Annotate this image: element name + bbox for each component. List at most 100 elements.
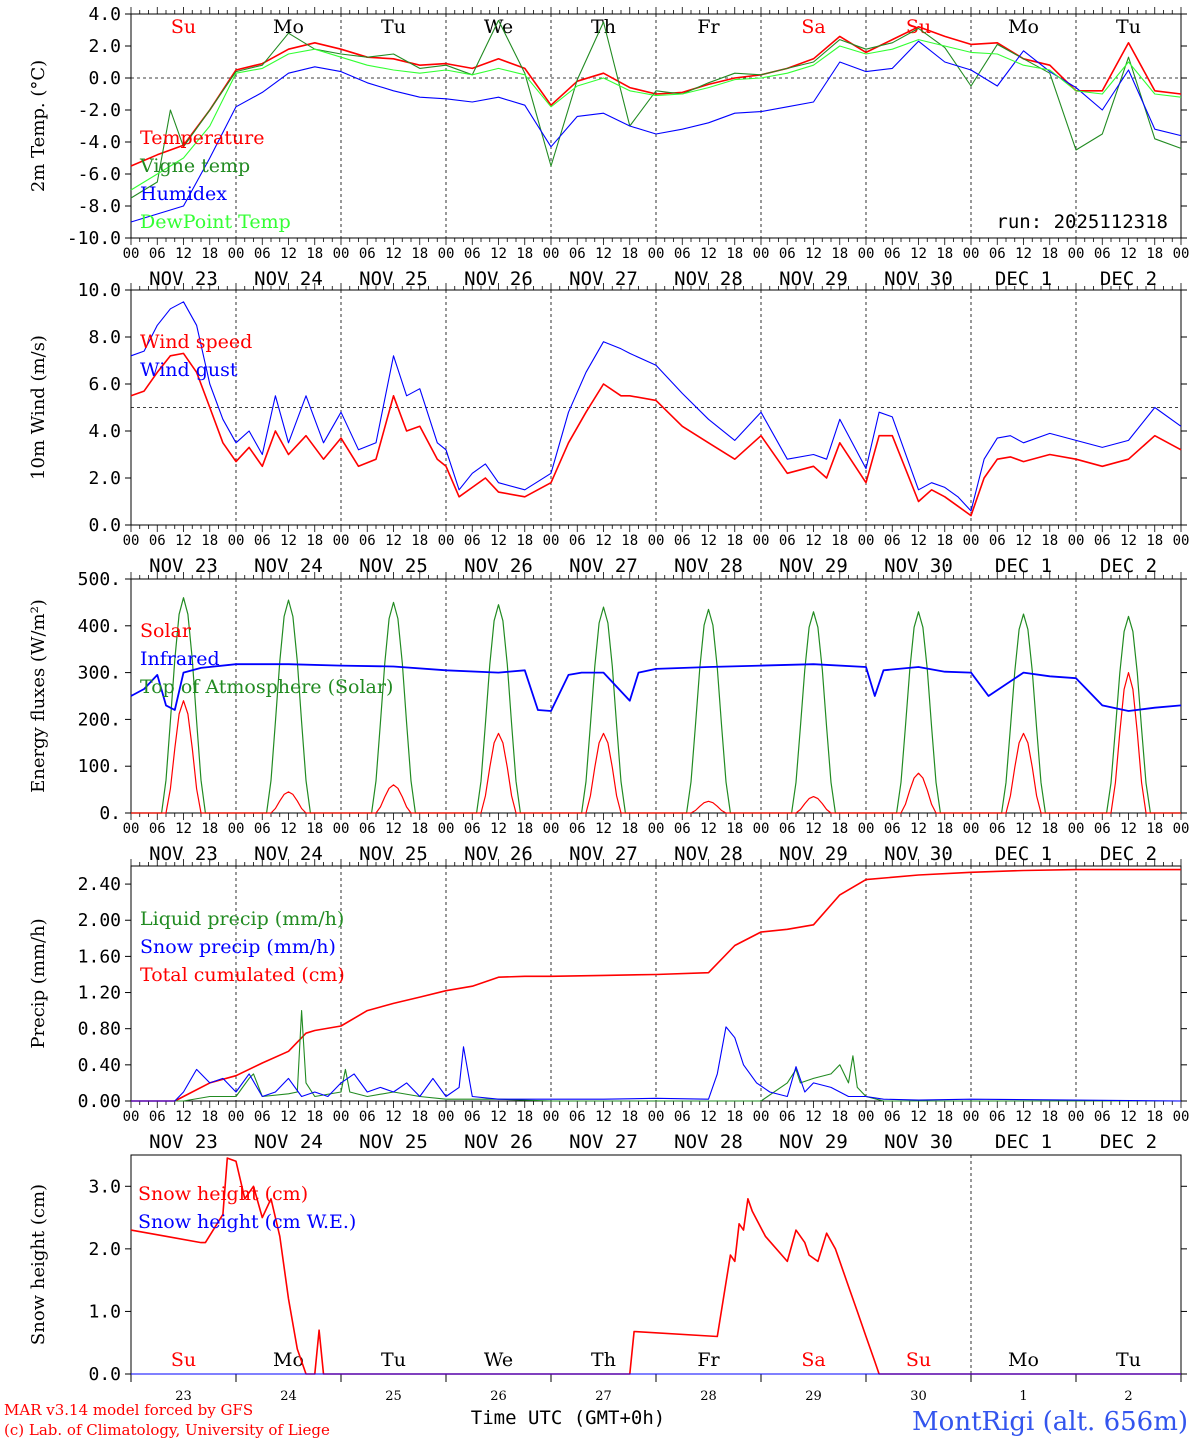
x-hour-label: 00 <box>648 821 665 837</box>
x-day-label: NOV 23 <box>149 1131 218 1153</box>
x-hour-label: 00 <box>333 246 350 262</box>
x-hour-label: 12 <box>1120 246 1137 262</box>
x-day-number: 30 <box>910 1389 927 1404</box>
x-day-number: 27 <box>595 1389 612 1404</box>
x-day-label: NOV 30 <box>884 555 953 577</box>
x-hour-label: 18 <box>726 533 743 549</box>
series-infrared <box>130 663 1182 712</box>
x-hour-label: 06 <box>1094 533 1111 549</box>
x-hour-label: 06 <box>359 1109 376 1125</box>
x-hour-label: 12 <box>1120 533 1137 549</box>
x-hour-label: 06 <box>989 246 1006 262</box>
x-hour-label: 00 <box>1173 246 1190 262</box>
x-hour-label: 18 <box>936 1109 953 1125</box>
x-hour-label: 18 <box>621 821 638 837</box>
x-day-label: NOV 30 <box>884 843 953 865</box>
x-hour-label: 00 <box>963 246 980 262</box>
panel-wind: 10.0 8.0 6.0 4.0 2.0 0.0 10m Wind (m/s) 00 06 12 1… <box>28 280 1189 577</box>
legend-entry: Temperature <box>140 127 264 149</box>
x-hour-label: 00 <box>858 533 875 549</box>
y-tick-label: 1.60 <box>78 946 121 967</box>
x-hour-label: 00 <box>123 246 140 262</box>
panel-temp: 4.0 2.0 0.0 -2.0 -4.0 -6.0 -8.0 -10.0 2m Temp. (… <box>28 4 1189 290</box>
x-hour-label: 18 <box>831 246 848 262</box>
x-hour-label: 06 <box>779 1109 796 1125</box>
x-hour-label: 06 <box>884 821 901 837</box>
x-day-label: NOV 27 <box>569 555 638 577</box>
weekday-label: Su <box>171 16 196 38</box>
x-hour-label: 00 <box>1068 533 1085 549</box>
x-day-label: DEC 1 <box>995 268 1052 290</box>
x-day-label: NOV 27 <box>569 843 638 865</box>
weekday-label: Mo <box>273 16 304 38</box>
weekday-label: Tu <box>381 16 406 38</box>
weekday-label: Sa <box>801 1349 825 1371</box>
y-tick-label: -4.0 <box>78 132 121 153</box>
weekday-label: Fr <box>697 16 720 38</box>
x-day-number: 25 <box>385 1389 402 1404</box>
y-tick-label: 300. <box>78 663 121 684</box>
weekday-label: Tu <box>1116 16 1141 38</box>
weekday-label: We <box>484 16 513 38</box>
x-hour-label: 12 <box>1120 821 1137 837</box>
x-hour-label: 06 <box>254 821 271 837</box>
x-hour-label: 06 <box>464 246 481 262</box>
y-tick-label: 100. <box>78 756 121 777</box>
legend-entry: Snow precip (mm/h) <box>140 936 336 958</box>
x-hour-label: 00 <box>1173 1109 1190 1125</box>
x-hour-label: 06 <box>779 821 796 837</box>
plot-frame <box>130 13 1182 239</box>
weekday-label: Th <box>591 1349 616 1371</box>
x-hour-label: 12 <box>910 246 927 262</box>
x-hour-label: 06 <box>359 533 376 549</box>
x-day-label: NOV 23 <box>149 843 218 865</box>
x-hour-label: 06 <box>254 246 271 262</box>
x-hour-label: 12 <box>490 246 507 262</box>
x-hour-label: 00 <box>963 821 980 837</box>
x-hour-label: 18 <box>201 1109 218 1125</box>
legend-entry: Top of Atmosphere (Solar) <box>140 676 393 698</box>
x-day-label: NOV 28 <box>674 268 743 290</box>
x-hour-label: 12 <box>1015 533 1032 549</box>
x-day-label: NOV 24 <box>254 555 323 577</box>
panel-energy: 500. 400. 300. 200. 100. 0. Energy fluxes (W/m… <box>28 569 1189 865</box>
x-hour-label: 06 <box>989 1109 1006 1125</box>
x-hour-label: 18 <box>1041 533 1058 549</box>
x-hour-label: 12 <box>595 246 612 262</box>
x-hour-label: 12 <box>1120 1109 1137 1125</box>
x-hour-label: 06 <box>884 533 901 549</box>
x-hour-label: 12 <box>175 821 192 837</box>
x-hour-label: 00 <box>228 533 245 549</box>
x-hour-label: 00 <box>753 533 770 549</box>
x-hour-label: 12 <box>490 533 507 549</box>
x-hour-label: 00 <box>543 246 560 262</box>
series-temperature <box>130 25 1182 167</box>
x-hour-label: 00 <box>753 1109 770 1125</box>
y-axis-label: Precip (mm/h) <box>28 918 49 1048</box>
credit-line-1: MAR v3.14 model forced by GFS <box>4 1401 253 1419</box>
x-hour-label: 12 <box>175 1109 192 1125</box>
y-tick-label: 400. <box>78 616 121 637</box>
y-tick-label: 0.0 <box>88 68 121 89</box>
x-hour-label: 12 <box>1015 246 1032 262</box>
x-hour-label: 00 <box>543 821 560 837</box>
legend-entry: DewPoint Temp <box>140 211 291 233</box>
x-day-label: NOV 29 <box>779 843 848 865</box>
x-day-label: NOV 24 <box>254 268 323 290</box>
y-axis-label: 2m Temp. (°C) <box>28 60 49 192</box>
x-hour-label: 12 <box>280 821 297 837</box>
x-day-label: NOV 25 <box>359 268 428 290</box>
x-hour-label: 18 <box>411 1109 428 1125</box>
x-hour-label: 12 <box>910 821 927 837</box>
x-hour-label: 18 <box>1146 533 1163 549</box>
y-tick-label: 2.40 <box>78 874 121 895</box>
x-hour-label: 18 <box>201 533 218 549</box>
y-tick-label: 0.0 <box>88 515 121 536</box>
x-hour-label: 18 <box>621 1109 638 1125</box>
y-tick-label: -2.0 <box>78 100 121 121</box>
x-hour-label: 12 <box>280 533 297 549</box>
x-hour-label: 00 <box>648 533 665 549</box>
weekday-label: Mo <box>1008 16 1039 38</box>
series-wind-speed <box>130 352 1182 517</box>
legend-entry: Vigne temp <box>139 155 250 177</box>
